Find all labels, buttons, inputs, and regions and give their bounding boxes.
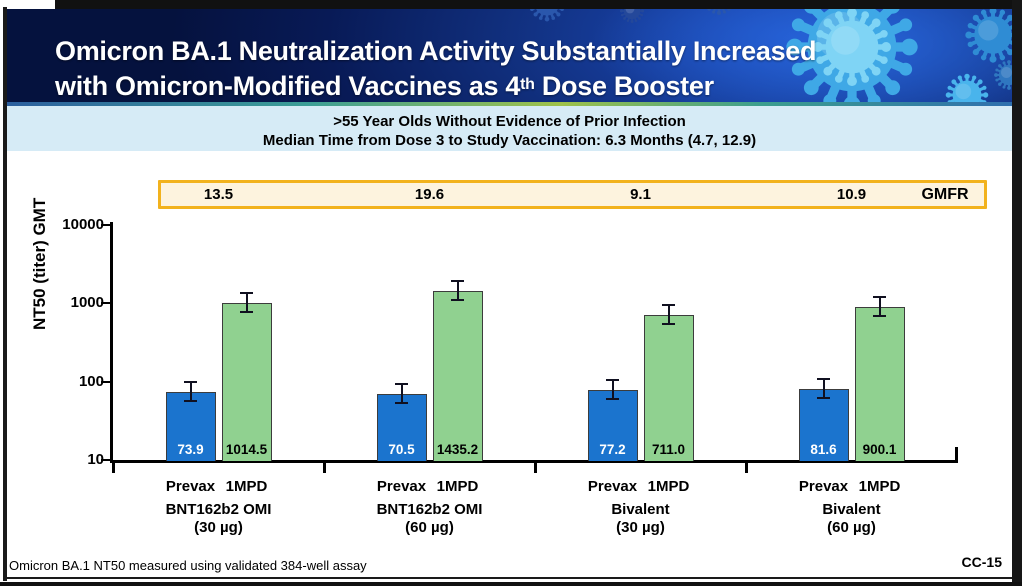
- bar-value-label: 77.2: [599, 441, 626, 457]
- x-axis-tick: [744, 463, 748, 473]
- group-label-line2: (30 µg): [616, 519, 665, 536]
- group-label-line2: (30 µg): [194, 519, 243, 536]
- error-bar-cap-top: [240, 291, 253, 294]
- error-bar-stem: [611, 380, 614, 400]
- bar-value-label: 70.5: [388, 441, 415, 457]
- error-bar-stem: [400, 383, 403, 403]
- error-bar-cap-bottom: [606, 398, 619, 401]
- x-sublabel-prevax: Prevax: [587, 478, 638, 495]
- gmfr-panel-label: GMFR: [921, 186, 969, 203]
- error-bar-cap-top: [184, 380, 197, 383]
- group-label-line1: BNT162b2 OMI: [376, 501, 483, 518]
- y-axis-line: [110, 222, 113, 463]
- prevax-bar: 73.9: [165, 391, 216, 461]
- screenshot-top-border: [55, 0, 1012, 9]
- screenshot-left-border: [3, 7, 7, 581]
- group-label-line1: Bivalent: [822, 501, 881, 518]
- subtitle-band: >55 Year Olds Without Evidence of Prior …: [7, 106, 1012, 151]
- error-bar-cap-bottom: [184, 399, 197, 402]
- x-axis-tick: [533, 463, 537, 473]
- x-sublabel-prevax: Prevax: [376, 478, 427, 495]
- bar-value-label: 1435.2: [436, 441, 479, 457]
- x-axis-tick: [322, 463, 326, 473]
- x-sublabel-1mpd: 1MPD: [436, 478, 479, 495]
- y-axis-tick-label: 10000: [62, 216, 104, 233]
- error-bar-stem: [189, 381, 192, 401]
- 1mpd-bar: 900.1: [854, 306, 905, 461]
- error-bar-cap-bottom: [451, 299, 464, 302]
- group-label-line1: BNT162b2 OMI: [165, 501, 272, 518]
- gmfr-value: 13.5: [203, 186, 234, 203]
- y-axis-tick-label: 10: [87, 451, 104, 468]
- subtitle-line1: >55 Year Olds Without Evidence of Prior …: [333, 113, 686, 130]
- error-bar-cap-bottom: [395, 401, 408, 404]
- x-axis-line: [110, 460, 958, 463]
- slide-title: Omicron BA.1 Neutralization Activity Sub…: [55, 35, 817, 102]
- bar-value-label: 73.9: [177, 441, 204, 457]
- group-label-line2: (60 µg): [405, 519, 454, 536]
- x-sublabel-prevax: Prevax: [798, 478, 849, 495]
- y-axis-tick: [101, 224, 110, 226]
- gmfr-value: 10.9: [836, 186, 867, 203]
- bar-value-label: 900.1: [862, 441, 897, 457]
- error-bar-cap-top: [817, 377, 830, 380]
- prevax-bar: 81.6: [798, 388, 849, 461]
- x-sublabel-prevax: Prevax: [165, 478, 216, 495]
- x-sublabel-1mpd: 1MPD: [647, 478, 690, 495]
- gmfr-panel: [158, 180, 987, 209]
- error-bar-stem: [822, 378, 825, 398]
- error-bar-stem: [878, 296, 881, 316]
- error-bar-stem: [245, 292, 248, 312]
- bar-value-label: 711.0: [651, 441, 686, 457]
- slide-header-banner: Omicron BA.1 Neutralization Activity Sub…: [7, 9, 1012, 102]
- 1mpd-bar: 711.0: [643, 314, 694, 461]
- slide-title-line1: Omicron BA.1 Neutralization Activity Sub…: [55, 36, 817, 66]
- group-label-line2: (60 µg): [827, 519, 876, 536]
- bar-value-label: 1014.5: [225, 441, 268, 457]
- x-axis-tick: [111, 463, 115, 473]
- error-bar-cap-bottom: [240, 310, 253, 313]
- x-sublabel-1mpd: 1MPD: [225, 478, 268, 495]
- slide-code: CC-15: [961, 554, 1002, 570]
- virus-decoration: [527, 9, 1012, 102]
- x-sublabel-1mpd: 1MPD: [858, 478, 901, 495]
- x-axis-end-tick: [955, 447, 958, 460]
- subtitle-line2: Median Time from Dose 3 to Study Vaccina…: [262, 132, 757, 149]
- prevax-bar: 70.5: [376, 393, 427, 461]
- error-bar-cap-top: [662, 303, 675, 306]
- error-bar-cap-top: [451, 280, 464, 283]
- error-bar-stem: [667, 304, 670, 324]
- footer-divider-line: [4, 577, 1012, 579]
- error-bar-cap-top: [395, 382, 408, 385]
- prevax-bar: 77.2: [587, 390, 638, 461]
- error-bar-cap-bottom: [662, 322, 675, 325]
- error-bar-cap-top: [873, 295, 886, 298]
- gmfr-value: 19.6: [414, 186, 445, 203]
- error-bar-cap-bottom: [817, 396, 830, 399]
- group-label-line1: Bivalent: [611, 501, 670, 518]
- y-axis-tick: [101, 380, 110, 383]
- bar-value-label: 81.6: [810, 441, 837, 457]
- error-bar-stem: [456, 281, 459, 301]
- screenshot-right-border: [1012, 0, 1022, 586]
- ordinal-superscript: th: [520, 76, 535, 93]
- error-bar-cap-top: [606, 379, 619, 382]
- y-axis-tick: [101, 459, 110, 461]
- error-bar-cap-bottom: [873, 314, 886, 317]
- header-accent-strip: [7, 102, 1012, 106]
- gmfr-value: 9.1: [630, 186, 651, 203]
- footnote: Omicron BA.1 NT50 measured using validat…: [9, 558, 367, 573]
- 1mpd-bar: 1435.2: [432, 291, 483, 461]
- y-axis-tick: [101, 302, 110, 305]
- slide-title-line2: with Omicron-Modified Vaccines as 4th Do…: [55, 71, 714, 101]
- y-axis-title: NT50 (titer) GMT: [30, 197, 49, 330]
- screenshot-bottom-border: [0, 582, 1022, 586]
- y-axis-tick-label: 1000: [70, 294, 104, 312]
- y-axis-tick-label: 100: [78, 372, 104, 390]
- 1mpd-bar: 1014.5: [221, 302, 272, 461]
